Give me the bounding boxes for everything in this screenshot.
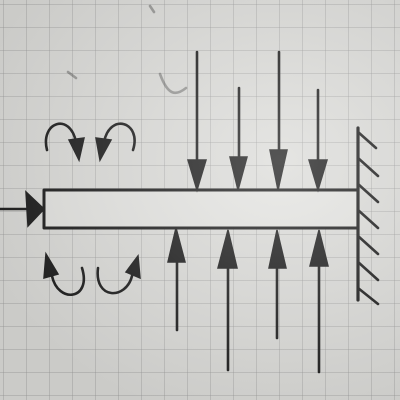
bottom-load-arrow-2 xyxy=(217,229,238,372)
moment-arrow-top-left xyxy=(44,122,85,163)
moment-arrow-bottom-left xyxy=(43,251,86,296)
bottom-load-arrow-3 xyxy=(268,229,287,340)
moment-arrow-bottom-right xyxy=(96,253,141,295)
axial-force-arrow xyxy=(0,190,46,228)
moment-arrow-top-right xyxy=(95,122,136,163)
top-load-arrow-2 xyxy=(229,86,248,191)
bottom-load-arrow-4 xyxy=(309,229,329,374)
top-load-arrow-1 xyxy=(186,50,208,193)
pencil-marks xyxy=(66,4,188,95)
bottom-load-arrow-1 xyxy=(167,227,186,332)
top-load-arrow-3 xyxy=(269,50,288,191)
top-load-arrow-4 xyxy=(307,88,329,193)
beam xyxy=(42,188,360,230)
fixed-wall-support xyxy=(356,126,380,306)
